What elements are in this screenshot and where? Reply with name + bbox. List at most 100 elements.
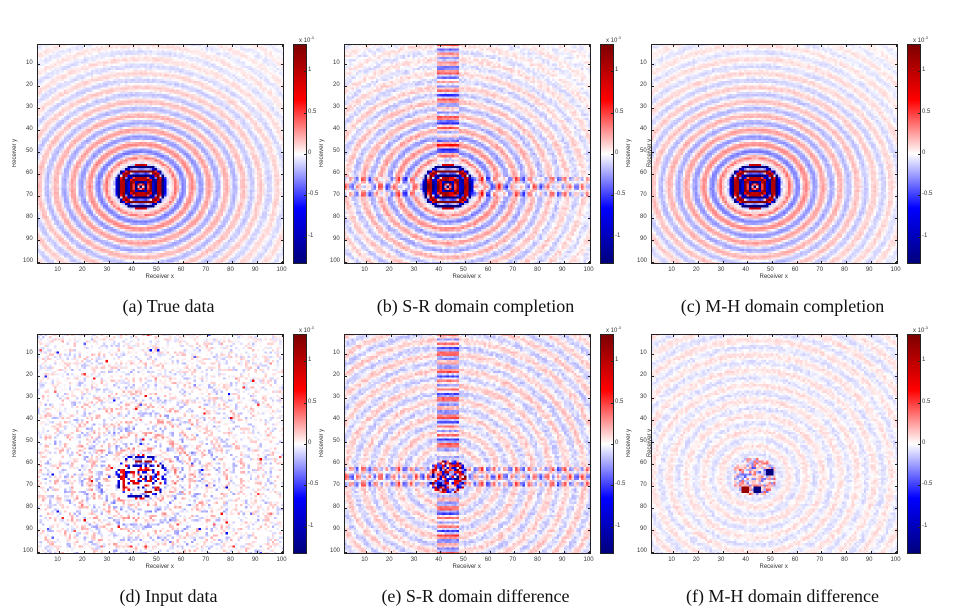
y-tick-label: 60: [26, 459, 33, 466]
y-tick-mark: [895, 551, 898, 553]
y-tick-mark: [895, 485, 898, 487]
x-tick-mark: [390, 261, 392, 264]
colorbar-tick-mark: [611, 236, 614, 238]
y-tick-label: 80: [333, 213, 340, 220]
colorbar-tick-mark: [611, 402, 614, 404]
y-tick-mark: [651, 441, 654, 443]
x-tick-label: 30: [103, 557, 111, 563]
caption-a: (a) True data: [122, 296, 215, 316]
y-tick-mark: [344, 529, 347, 531]
y-tick-mark: [588, 507, 591, 509]
x-tick-mark: [158, 551, 160, 554]
x-tick-mark: [83, 551, 85, 554]
x-tick-mark: [747, 44, 749, 47]
colorbar-exponent-base: x 10: [606, 328, 618, 334]
y-tick-mark: [37, 195, 40, 197]
x-tick-mark: [133, 44, 135, 47]
colorbar-exponent: x 10-3: [606, 35, 621, 44]
x-tick-mark: [563, 261, 565, 264]
y-axis-label: Receiver y: [319, 138, 326, 168]
colorbar-tick-label: 0.5: [308, 108, 317, 115]
colorbar-tick-mark: [304, 112, 307, 114]
colorbar-tick-label: 0.5: [615, 398, 624, 405]
y-tick-mark: [651, 63, 654, 65]
y-tick-label: 20: [26, 81, 33, 88]
x-tick-label: 70: [509, 267, 517, 273]
x-axis-label: Receiver x: [452, 274, 481, 280]
y-tick-mark: [281, 195, 284, 197]
x-tick-mark: [489, 44, 491, 47]
y-tick-mark: [895, 107, 898, 109]
x-tick-mark: [232, 261, 234, 264]
x-tick-mark: [846, 44, 848, 47]
y-tick-mark: [344, 353, 347, 355]
y-tick-label: 60: [333, 459, 340, 466]
y-tick-mark: [895, 129, 898, 131]
x-tick-label: 90: [251, 267, 259, 273]
x-tick-label: 40: [128, 267, 136, 273]
x-tick-label: 20: [385, 557, 393, 563]
y-tick-mark: [37, 353, 40, 355]
y-tick-mark: [281, 353, 284, 355]
colorbar-tick-mark: [304, 402, 307, 404]
x-tick-label: 100: [583, 557, 594, 563]
y-tick-mark: [37, 239, 40, 241]
y-tick-label: 30: [26, 103, 33, 110]
y-tick-mark: [281, 441, 284, 443]
colorbar-tick-mark: [918, 485, 921, 487]
x-tick-label: 60: [177, 267, 185, 273]
x-tick-label: 20: [78, 557, 86, 563]
colorbar-tick-mark: [304, 361, 307, 363]
x-tick-mark: [366, 334, 368, 337]
y-tick-label: 10: [333, 59, 340, 66]
x-tick-mark: [722, 551, 724, 554]
y-tick-label: 10: [640, 349, 647, 356]
y-tick-label: 90: [26, 525, 33, 532]
y-tick-mark: [344, 107, 347, 109]
x-tick-label: 70: [816, 267, 824, 273]
x-tick-mark: [256, 551, 258, 554]
colorbar-tick-label: 0: [922, 440, 926, 446]
x-tick-mark: [514, 261, 516, 264]
y-tick-label: 10: [333, 349, 340, 356]
x-tick-mark: [133, 261, 135, 264]
y-tick-mark: [588, 551, 591, 553]
x-tick-label: 60: [484, 267, 492, 273]
colorbar-tick-label: 1: [308, 357, 312, 364]
x-tick-mark: [281, 44, 283, 47]
x-tick-label: 90: [865, 557, 873, 563]
y-tick-mark: [588, 173, 591, 175]
y-tick-mark: [344, 261, 347, 263]
x-tick-mark: [256, 334, 258, 337]
x-tick-mark: [83, 334, 85, 337]
y-axis-label: Receiver y: [12, 428, 19, 458]
y-tick-label: 80: [333, 503, 340, 510]
x-tick-mark: [870, 44, 872, 47]
y-tick-mark: [281, 107, 284, 109]
heatmap-f: [651, 334, 898, 554]
x-tick-label: 50: [767, 557, 774, 563]
y-tick-mark: [588, 353, 591, 355]
x-tick-mark: [697, 334, 699, 337]
y-tick-mark: [281, 375, 284, 377]
y-tick-mark: [651, 375, 654, 377]
colorbar-tick-mark: [918, 361, 921, 363]
y-tick-label: 20: [333, 371, 340, 378]
x-tick-mark: [59, 44, 61, 47]
x-tick-mark: [207, 334, 209, 337]
colorbar-tick-mark: [918, 195, 921, 197]
x-tick-label: 40: [742, 267, 750, 273]
x-tick-mark: [514, 44, 516, 47]
x-tick-mark: [821, 551, 823, 554]
colorbar-tick-label: -0.5: [615, 191, 626, 198]
colorbar-tick-mark: [918, 402, 921, 404]
colorbar-tick-label: 0: [308, 440, 312, 446]
x-axis-label: Receiver x: [145, 274, 174, 280]
x-tick-label: 60: [177, 557, 185, 563]
y-tick-mark: [37, 419, 40, 421]
y-tick-mark: [895, 507, 898, 509]
x-tick-mark: [772, 261, 774, 264]
y-tick-mark: [281, 261, 284, 263]
x-axis-label: Receiver x: [759, 274, 788, 280]
x-tick-label: 80: [841, 557, 848, 563]
